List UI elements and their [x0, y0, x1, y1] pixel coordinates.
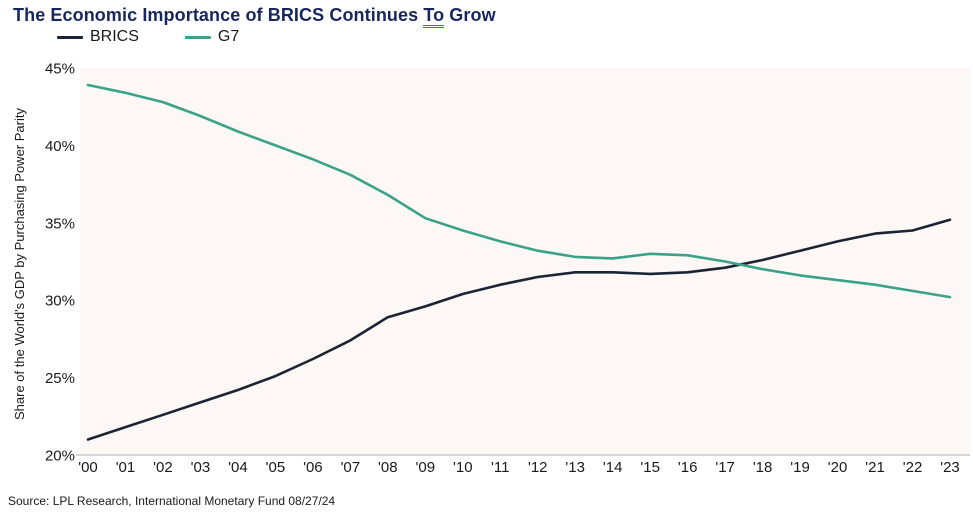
- x-tick-label: '07: [341, 459, 361, 476]
- y-tick-label: 45%: [45, 61, 75, 78]
- x-tick-label: '02: [153, 459, 173, 476]
- x-tick-label: '13: [565, 459, 585, 476]
- chart-title-text-end: Grow: [444, 5, 496, 25]
- legend: BRICS G7: [57, 28, 239, 46]
- x-tick-label: '05: [266, 459, 286, 476]
- x-tick-label: '15: [640, 459, 660, 476]
- plot-area-background: [80, 68, 970, 455]
- y-tick-label: 30%: [45, 293, 75, 310]
- legend-item-brics: BRICS: [57, 28, 139, 46]
- y-axis-title: Share of the World's GDP by Purchasing P…: [12, 108, 27, 420]
- x-tick-label: '16: [678, 459, 698, 476]
- x-tick-label: '08: [378, 459, 398, 476]
- x-tick-label: '14: [603, 459, 623, 476]
- x-tick-label: '01: [116, 459, 136, 476]
- chart-title-grammar-underlined-word: To: [423, 5, 445, 28]
- y-tick-label: 20%: [45, 448, 75, 465]
- legend-item-g7: G7: [184, 28, 240, 46]
- x-tick-label: '22: [903, 459, 923, 476]
- x-tick-label: '21: [865, 459, 885, 476]
- x-tick-label: '20: [828, 459, 848, 476]
- x-tick-label: '00: [78, 459, 98, 476]
- brics-line: [86, 218, 952, 441]
- x-tick-label: '23: [940, 459, 960, 476]
- x-tick-label: '04: [228, 459, 248, 476]
- x-tick-label: '09: [416, 459, 436, 476]
- y-tick-label: 25%: [45, 370, 75, 387]
- x-tick-label: '03: [191, 459, 211, 476]
- x-tick-label: '06: [303, 459, 323, 476]
- x-axis-tick-labels: '00 '01 '02 '03 '04 '05 '06 '07 '08 '09 '10 '11 '12 '…: [78, 459, 960, 476]
- y-tick-label: 40%: [45, 138, 75, 155]
- y-axis-tick-labels: 20% 25% 30% 35% 40% 45%: [45, 61, 75, 465]
- x-tick-label: '19: [790, 459, 810, 476]
- source-note: Source: LPL Research, International Mone…: [8, 494, 336, 508]
- x-tick-label: '18: [753, 459, 773, 476]
- legend-label-g7: G7: [217, 28, 240, 45]
- chart-title: The Economic Importance of BRICS Continu…: [13, 3, 496, 28]
- series-lines: [86, 83, 952, 441]
- legend-label-brics: BRICS: [90, 28, 139, 45]
- chart-title-text-start: The Economic Importance of BRICS Continu…: [13, 5, 424, 25]
- x-tick-label: '12: [528, 459, 548, 476]
- g7-line: [86, 83, 952, 299]
- x-tick-label: '11: [491, 459, 509, 476]
- y-tick-label: 35%: [45, 215, 75, 232]
- x-tick-label: '10: [453, 459, 473, 476]
- brics-line-swatch-icon: [57, 35, 83, 39]
- g7-line-swatch-icon: [184, 35, 211, 39]
- x-tick-label: '17: [715, 459, 735, 476]
